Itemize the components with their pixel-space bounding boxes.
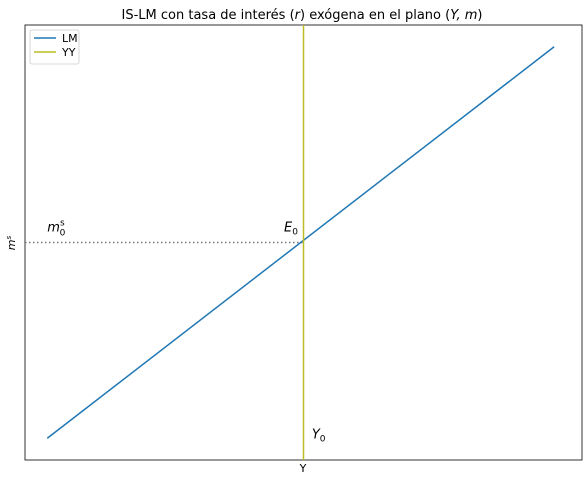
annotation-e0: E0 <box>284 221 298 238</box>
series-line-lm <box>46 46 555 439</box>
chart-title: IS-LM con tasa de interés (r) exógena en… <box>122 8 483 23</box>
legend-label-lm: LM <box>62 32 78 45</box>
series-layer <box>46 25 555 460</box>
x-axis-label: Y <box>299 462 307 475</box>
y-axis-label: ms <box>5 235 18 250</box>
annotation-m0s: ms 0 <box>47 219 65 239</box>
annotation-layer: E0 ms 0 Y0 <box>47 219 326 445</box>
annotation-y0: Y0 <box>312 427 326 444</box>
legend-label-yy: YY <box>61 46 76 59</box>
